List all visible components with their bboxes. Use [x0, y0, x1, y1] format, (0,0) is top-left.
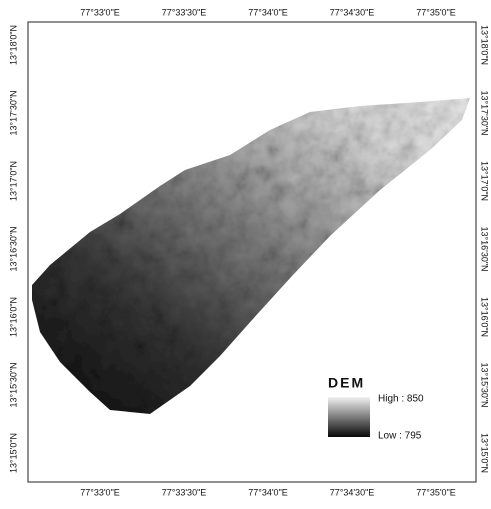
map: DEM High : 850 Low : 795 77°33'0"E 77°33'…	[0, 0, 491, 504]
top-label: 77°35'0"E	[416, 7, 456, 17]
legend-low: Low : 795	[378, 431, 422, 442]
left-label: 13°17'0"N	[8, 161, 18, 201]
left-label: 13°18'0"N	[8, 25, 18, 65]
left-label: 13°15'30"N	[8, 362, 18, 407]
legend-title: DEM	[328, 375, 365, 391]
bottom-label: 77°34'30"E	[330, 487, 375, 497]
right-label: 13°17'30"N	[480, 90, 490, 135]
legend-high: High : 850	[378, 394, 424, 405]
bottom-label: 77°34'0"E	[248, 487, 288, 497]
top-label: 77°33'0"E	[80, 7, 120, 17]
right-label: 13°16'30"N	[480, 226, 490, 271]
top-label: 77°34'30"E	[330, 7, 375, 17]
left-label: 13°16'30"N	[8, 226, 18, 271]
bottom-label: 77°35'0"E	[416, 487, 456, 497]
right-label: 13°15'0"N	[480, 433, 490, 473]
right-label: 13°17'0"N	[480, 161, 490, 201]
right-label: 13°16'0"N	[480, 297, 490, 337]
right-label: 13°15'30"N	[480, 362, 490, 407]
right-label: 13°18'0"N	[480, 25, 490, 65]
left-label: 13°15'0"N	[8, 433, 18, 473]
left-label: 13°17'30"N	[8, 90, 18, 135]
top-label: 77°34'0"E	[248, 7, 288, 17]
top-label: 77°33'30"E	[162, 7, 207, 17]
bottom-label: 77°33'0"E	[80, 487, 120, 497]
left-label: 13°16'0"N	[8, 297, 18, 337]
bottom-label: 77°33'30"E	[162, 487, 207, 497]
legend-ramp	[328, 397, 370, 437]
